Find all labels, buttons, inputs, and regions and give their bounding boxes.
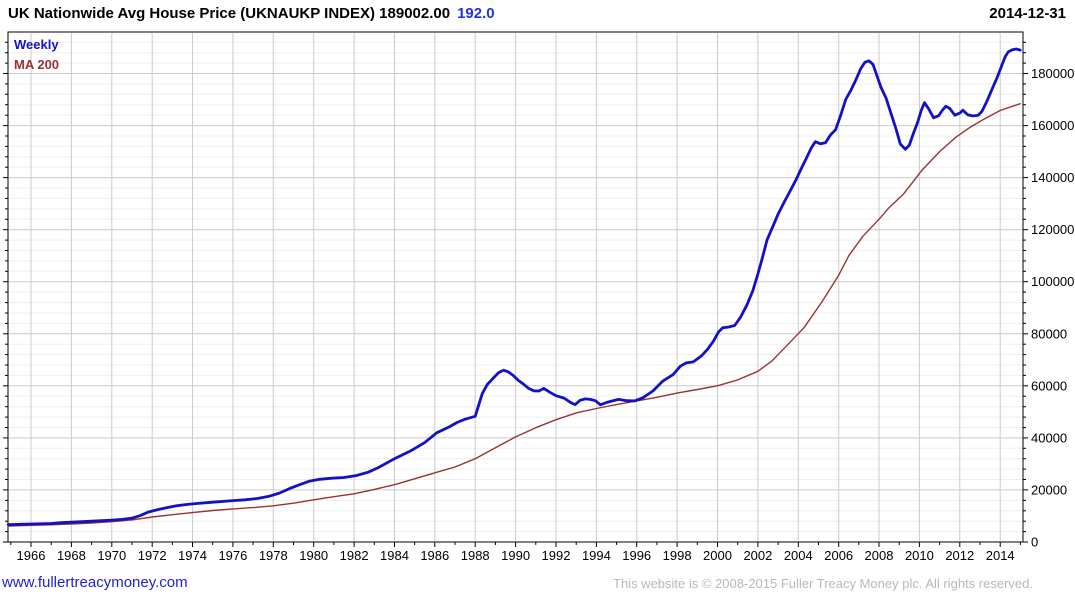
y-tick-label: 100000 [1031,274,1074,289]
y-tick-label: 180000 [1031,66,1074,81]
x-tick-label: 2014 [986,548,1015,563]
series-line-weekly [6,47,1022,526]
x-tick-label: 1994 [582,548,611,563]
y-tick-label: 140000 [1031,170,1074,185]
x-tick-label: 1968 [57,548,86,563]
chart-change-value: 192.0 [457,5,495,22]
y-tick-label: 20000 [1031,482,1067,497]
x-tick-label: 2002 [743,548,772,563]
y-tick-label: 160000 [1031,118,1074,133]
x-tick-label: 2000 [703,548,732,563]
x-tick-label: 2008 [865,548,894,563]
x-tick-label: 1966 [17,548,46,563]
x-tick-label: 1970 [97,548,126,563]
y-tick-label: 40000 [1031,430,1067,445]
x-tick-label: 2010 [905,548,934,563]
y-tick-label: 60000 [1031,378,1067,393]
copyright-text: This website is © 2008-2015 Fuller Treac… [613,576,1033,591]
legend-ma200-label: MA 200 [14,57,60,72]
x-tick-label: 1984 [380,548,409,563]
x-tick-label: 1992 [542,548,571,563]
chart-header: UK Nationwide Avg House Price (UKNAUKP I… [8,5,495,22]
chart-legend: Weekly MA 200 [14,35,59,75]
x-tick-label: 1978 [259,548,288,563]
chart-date: 2014-12-31 [989,5,1066,22]
chart-title: UK Nationwide Avg House Price (UKNAUKP I… [8,5,451,22]
site-link[interactable]: www.fullertreacymoney.com [2,574,188,591]
x-tick-label: 1988 [461,548,490,563]
x-tick-label: 2012 [945,548,974,563]
x-tick-label: 1998 [663,548,692,563]
x-tick-label: 1990 [501,548,530,563]
price-chart: 1966 1968 1970 1972 1974 1976 1978 1980 1982 1984… [3,31,1074,563]
x-tick-label: 1996 [622,548,651,563]
x-tick-label: 1974 [178,548,207,563]
y-tick-label: 80000 [1031,326,1067,341]
y-tick-label: 120000 [1031,222,1074,237]
x-tick-label: 2006 [824,548,853,563]
legend-weekly-label: Weekly [14,37,59,52]
x-tick-label: 2004 [784,548,813,563]
series-line-ma-200 [7,102,1021,527]
x-tick-label: 1980 [299,548,328,563]
x-tick-label: 1972 [138,548,167,563]
y-tick-label: 0 [1031,535,1038,550]
x-tick-label: 1986 [420,548,449,563]
x-tick-label: 1976 [218,548,247,563]
x-tick-label: 1982 [340,548,369,563]
